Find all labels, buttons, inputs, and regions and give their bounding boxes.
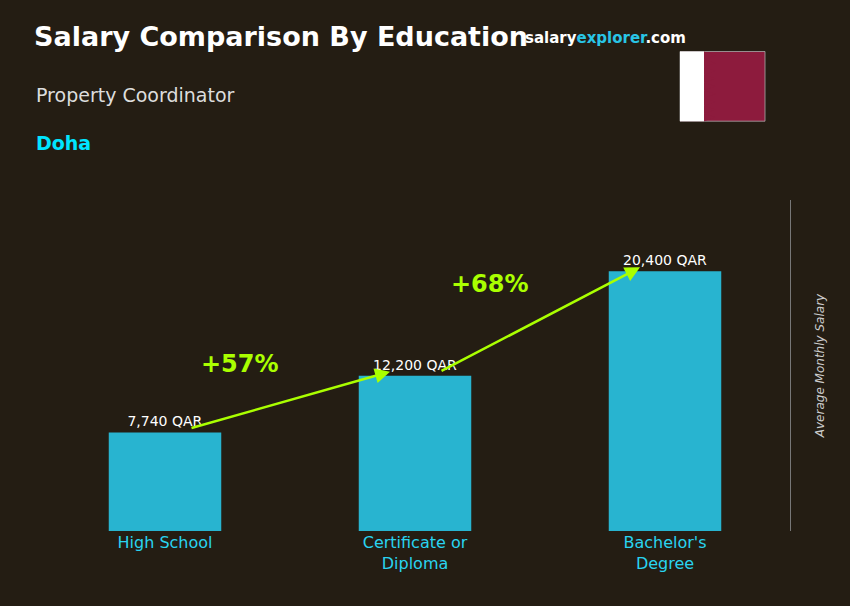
svg-text:12,200 QAR: 12,200 QAR <box>373 357 457 373</box>
svg-text:Doha: Doha <box>36 132 91 154</box>
svg-text:Average Monthly Salary: Average Monthly Salary <box>813 293 827 438</box>
svg-text:salaryexplorer.com: salaryexplorer.com <box>525 29 686 47</box>
svg-text:Salary Comparison By Education: Salary Comparison By Education <box>34 21 528 52</box>
svg-text:High School: High School <box>118 533 213 552</box>
svg-text:Property Coordinator: Property Coordinator <box>36 84 235 106</box>
svg-text:+68%: +68% <box>451 270 529 298</box>
svg-text:+57%: +57% <box>201 350 279 378</box>
svg-text:Certificate orDiploma: Certificate orDiploma <box>363 533 468 573</box>
svg-text:Bachelor'sDegree: Bachelor'sDegree <box>623 533 706 573</box>
svg-text:7,740 QAR: 7,740 QAR <box>127 413 202 429</box>
svg-text:20,400 QAR: 20,400 QAR <box>623 252 707 268</box>
